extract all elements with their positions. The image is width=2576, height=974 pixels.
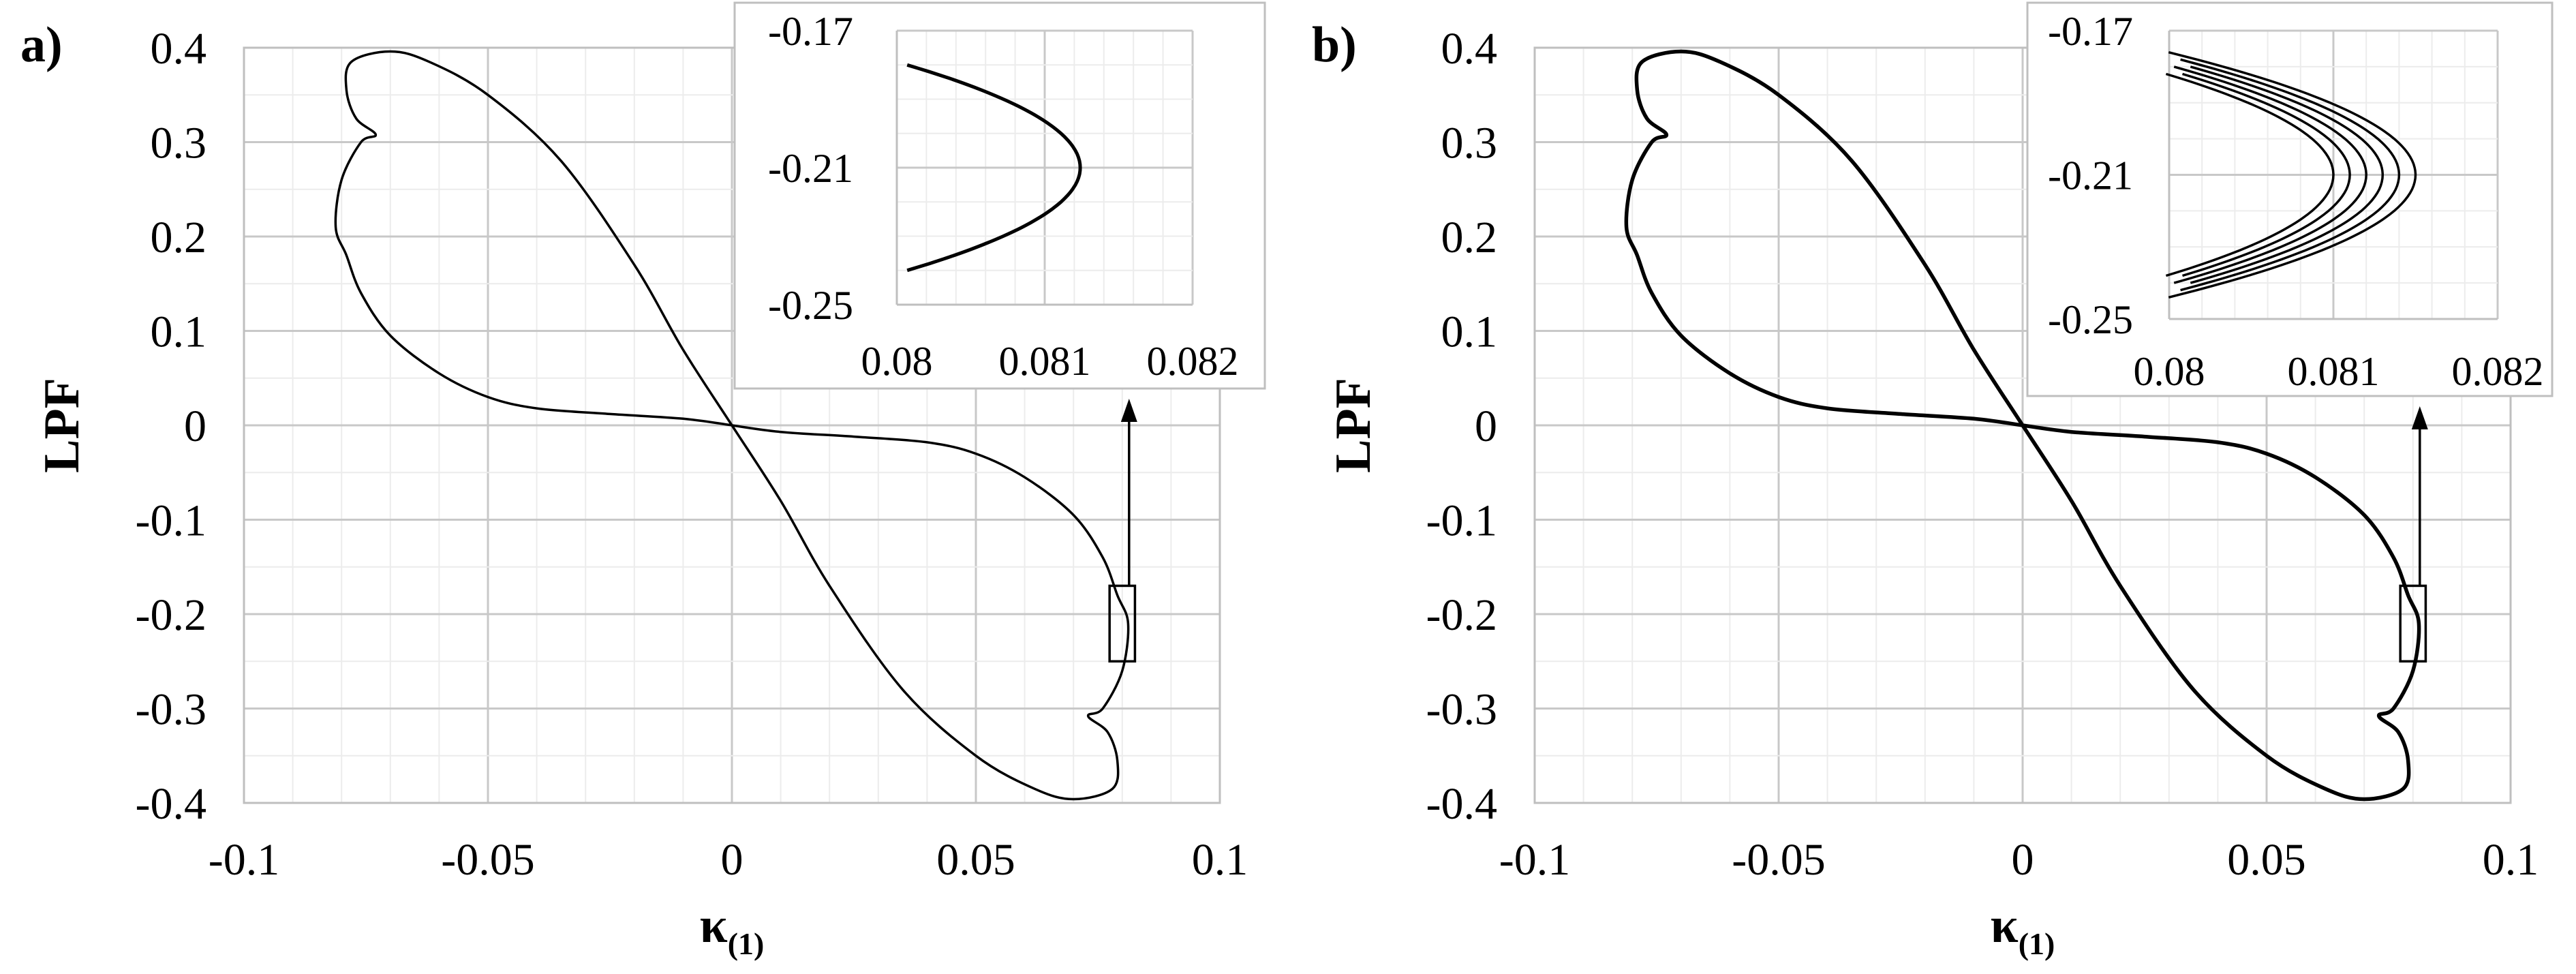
y-tick-label: -0.2 — [1426, 590, 1497, 640]
x-tick-label: -0.1 — [1499, 835, 1570, 885]
inset-series-line — [2181, 72, 2351, 277]
x-axis-label: κ(1) — [700, 898, 765, 961]
chart-panel-b: b) 0.4 0.3 0.2 0.1 0 -0.1 -0.2 -0.3 -0.4… — [1312, 1, 2554, 961]
y-tick-label: 0 — [1475, 401, 1497, 451]
series-line — [1624, 49, 2421, 802]
y-axis-label: LPF — [1325, 378, 1381, 473]
inset-x-tick-label: 0.08 — [2134, 349, 2205, 394]
y-tick-label: 0.1 — [151, 307, 207, 357]
inset-x-tick-label: 0.082 — [2452, 349, 2544, 394]
x-tick-label: -0.1 — [209, 835, 279, 885]
zoom-box — [1108, 584, 1137, 663]
y-tick-label: 0.2 — [1441, 213, 1498, 262]
y-tick-label: -0.1 — [136, 496, 206, 546]
x-axis-label-main: κ — [1991, 898, 2019, 954]
inset-series-line — [2173, 65, 2367, 284]
y-tick-label: 0.4 — [151, 24, 207, 74]
inset-x-tick-label: 0.08 — [861, 339, 933, 384]
x-axis-ticks: -0.1 -0.05 0 0.05 0.1 — [1499, 835, 2539, 885]
y-tick-label: 0.3 — [1441, 119, 1498, 168]
inset-series-line — [2165, 72, 2335, 277]
y-tick-label: 0.1 — [1441, 307, 1498, 357]
inset-y-tick-label: -0.25 — [2048, 297, 2133, 342]
inset-series-line — [2168, 51, 2417, 299]
zoom-box — [2399, 584, 2427, 663]
x-axis-label-subscript: (1) — [2019, 926, 2055, 961]
plot-area — [1533, 46, 2512, 804]
panel-label: b) — [1312, 17, 1357, 73]
y-axis-ticks: 0.4 0.3 0.2 0.1 0 -0.1 -0.2 -0.3 -0.4 — [136, 24, 206, 829]
plot-area — [243, 46, 1221, 804]
y-tick-label: 0.4 — [1441, 24, 1498, 74]
inset-y-tick-label: -0.17 — [2048, 9, 2133, 54]
y-tick-label: -0.3 — [1426, 685, 1497, 735]
x-tick-label: 0.05 — [2227, 835, 2306, 885]
x-tick-label: -0.05 — [1732, 835, 1825, 885]
zoom-inset: -0.17 -0.21 -0.25 0.08 0.081 0.082 — [733, 1, 1266, 390]
y-tick-label: -0.4 — [1426, 779, 1497, 829]
zoom-inset: -0.17 -0.21 -0.25 0.08 0.081 0.082 — [2026, 1, 2554, 397]
y-tick-label: -0.1 — [1426, 496, 1497, 546]
y-tick-label: 0 — [184, 401, 206, 451]
y-axis-ticks: 0.4 0.3 0.2 0.1 0 -0.1 -0.2 -0.3 -0.4 — [1426, 24, 1497, 829]
series-line — [334, 50, 1130, 801]
y-tick-label: 0.2 — [151, 213, 207, 262]
inset-y-ticks: -0.17 -0.21 -0.25 — [768, 9, 853, 328]
x-tick-label: 0.1 — [1192, 835, 1248, 885]
y-tick-label: -0.3 — [136, 685, 206, 735]
chart-panel-a: a) 0.4 0.3 0.2 0.1 0 -0.1 -0.2 -0.3 -0.4… — [20, 1, 1266, 961]
x-tick-label: 0 — [2012, 835, 2034, 885]
y-tick-label: 0.3 — [151, 119, 207, 168]
x-tick-label: 0.05 — [936, 835, 1015, 885]
inset-curves — [2165, 51, 2417, 299]
x-axis-label: κ(1) — [1991, 898, 2055, 961]
inset-x-tick-label: 0.082 — [1147, 339, 1239, 384]
panel-label: a) — [20, 17, 63, 73]
x-tick-label: -0.05 — [441, 835, 534, 885]
inset-x-tick-label: 0.081 — [999, 339, 1091, 384]
inset-series-line — [906, 63, 1082, 273]
inset-y-tick-label: -0.21 — [768, 146, 853, 191]
x-tick-label: 0.1 — [2483, 835, 2539, 885]
inset-y-tick-label: -0.21 — [2048, 153, 2133, 198]
y-tick-label: -0.2 — [136, 590, 206, 640]
inset-arrowhead — [1120, 399, 1137, 422]
inset-frame — [733, 1, 1266, 390]
inset-grid — [895, 29, 1194, 306]
inset-curves — [906, 63, 1082, 273]
inset-y-tick-label: -0.25 — [768, 283, 853, 328]
inset-arrowhead — [2411, 406, 2428, 429]
y-axis-label: LPF — [34, 378, 90, 473]
inset-x-ticks: 0.08 0.081 0.082 — [2134, 349, 2544, 394]
inset-x-ticks: 0.08 0.081 0.082 — [861, 339, 1239, 384]
inset-series-line — [2180, 58, 2401, 292]
inset-series-line — [2190, 65, 2385, 284]
x-axis-ticks: -0.1 -0.05 0 0.05 0.1 — [209, 835, 1248, 885]
x-axis-label-main: κ — [700, 898, 728, 954]
inset-y-ticks: -0.17 -0.21 -0.25 — [2048, 9, 2133, 342]
inset-y-tick-label: -0.17 — [768, 9, 853, 54]
x-tick-label: 0 — [721, 835, 743, 885]
inset-x-tick-label: 0.081 — [2288, 349, 2380, 394]
x-axis-label-subscript: (1) — [728, 926, 765, 961]
y-tick-label: -0.4 — [136, 779, 206, 829]
